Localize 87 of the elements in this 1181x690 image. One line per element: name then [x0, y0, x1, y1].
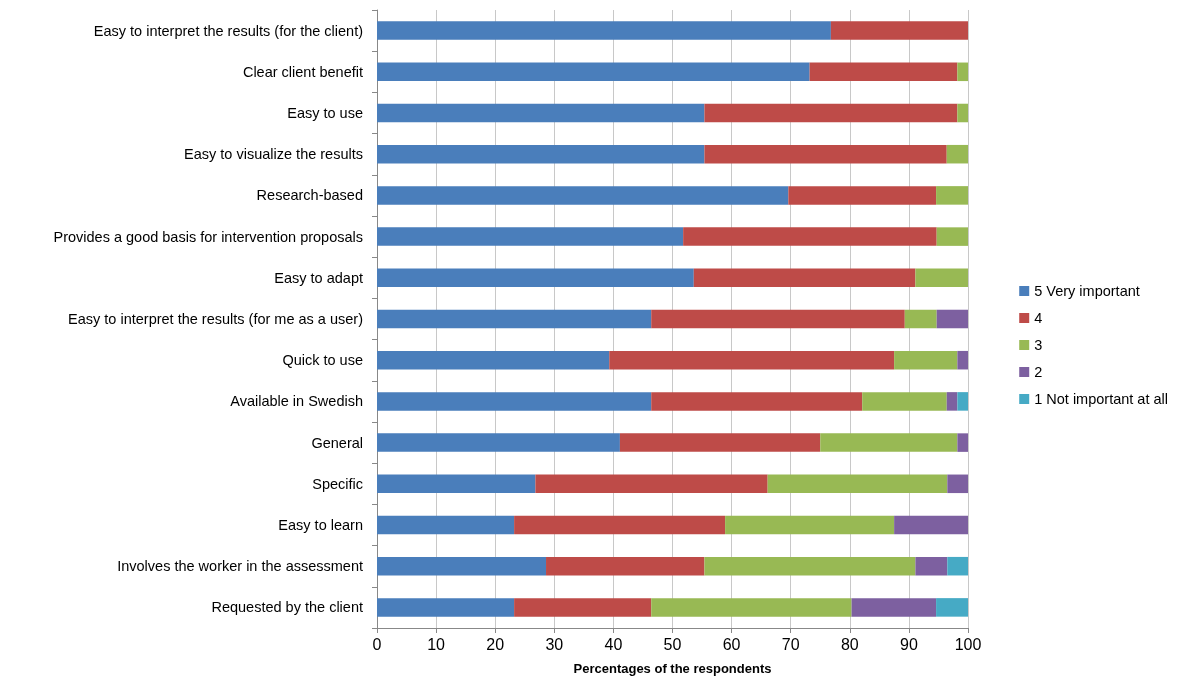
y-tick-label: Easy to learn [278, 517, 363, 533]
bar [957, 392, 968, 411]
bar [767, 474, 948, 494]
bar [377, 21, 831, 40]
bar [957, 433, 968, 452]
legend-label: 2 [1034, 364, 1043, 380]
bar [947, 474, 968, 494]
bar [377, 392, 652, 411]
x-tick-label: 90 [900, 635, 918, 653]
bar [904, 309, 937, 329]
x-tick-label: 100 [954, 635, 982, 653]
bar [957, 103, 968, 123]
x-tick-label: 70 [781, 635, 800, 653]
y-tick-label: Easy to visualize the results [184, 146, 363, 163]
x-tick-label: 40 [604, 635, 623, 653]
bar [377, 474, 536, 494]
y-tick-label: Easy to interpret the results (for me as a user) [68, 311, 363, 327]
bar [830, 21, 968, 40]
bar [936, 227, 968, 246]
bar [788, 186, 937, 205]
bar [704, 556, 916, 576]
x-tick-label: 30 [545, 635, 564, 653]
x-tick-label: 80 [840, 635, 859, 653]
bar [546, 556, 705, 576]
bar [936, 186, 968, 205]
bar [894, 350, 958, 370]
bar [651, 392, 863, 411]
y-tick-label: Requested by the client [211, 599, 363, 616]
y-tick-label: Easy to adapt [274, 269, 363, 286]
x-tick-label: 60 [722, 635, 741, 653]
bar [946, 392, 958, 411]
bar [704, 103, 958, 123]
x-tick-label: 10 [427, 635, 446, 653]
bar [377, 598, 515, 617]
x-tick-label: 0 [372, 635, 382, 653]
legend-label: 1 Not important at all [1034, 391, 1169, 407]
bar [514, 515, 726, 535]
bar [619, 433, 821, 452]
bar [809, 62, 958, 82]
y-tick-label: Easy to interpret the results (for the client) [93, 22, 363, 39]
bar [704, 144, 947, 164]
bar [946, 144, 968, 164]
bar [693, 268, 916, 288]
legend-label: 3 [1034, 337, 1043, 353]
y-tick-label: Specific [312, 475, 363, 492]
bar [377, 103, 705, 123]
legend-label: 5 Very important [1034, 283, 1140, 299]
bar [947, 556, 968, 576]
y-tick-label: Provides a good basis for intervention proposals [53, 228, 363, 245]
y-tick-label: Clear client benefit [242, 63, 363, 80]
x-axis-title: Percentages of the respondents [573, 661, 772, 676]
bar [377, 556, 547, 576]
bar [957, 350, 968, 370]
x-tick-label: 20 [486, 635, 505, 653]
y-tick-label: General [311, 434, 363, 451]
bar [377, 186, 789, 205]
bar [377, 515, 515, 535]
bar [915, 268, 968, 288]
bar [936, 309, 968, 329]
x-tick-label: 50 [663, 635, 682, 653]
bar [936, 598, 968, 617]
bar [377, 227, 684, 246]
bar [851, 598, 937, 617]
bar [377, 62, 810, 82]
bar [862, 392, 947, 411]
bar [820, 433, 958, 452]
bar [609, 350, 895, 370]
bar [651, 309, 905, 329]
bar [651, 598, 852, 617]
y-tick-label: Quick to use [282, 352, 363, 369]
bar [377, 144, 705, 164]
bar [957, 62, 968, 82]
y-tick-label: Involves the worker in the assessment [117, 558, 363, 575]
bar [514, 598, 652, 617]
bar [915, 556, 948, 576]
bar [535, 474, 768, 494]
bar [377, 350, 610, 370]
y-tick-label: Available in Swedish [230, 393, 363, 410]
bar [725, 515, 895, 535]
bar [377, 268, 694, 288]
bar [683, 227, 937, 246]
legend-label: 4 [1034, 310, 1043, 326]
y-tick-label: Research-based [256, 187, 363, 204]
bar [377, 433, 620, 452]
bar [894, 515, 968, 535]
y-tick-label: Easy to use [287, 105, 363, 121]
bar [377, 309, 652, 329]
